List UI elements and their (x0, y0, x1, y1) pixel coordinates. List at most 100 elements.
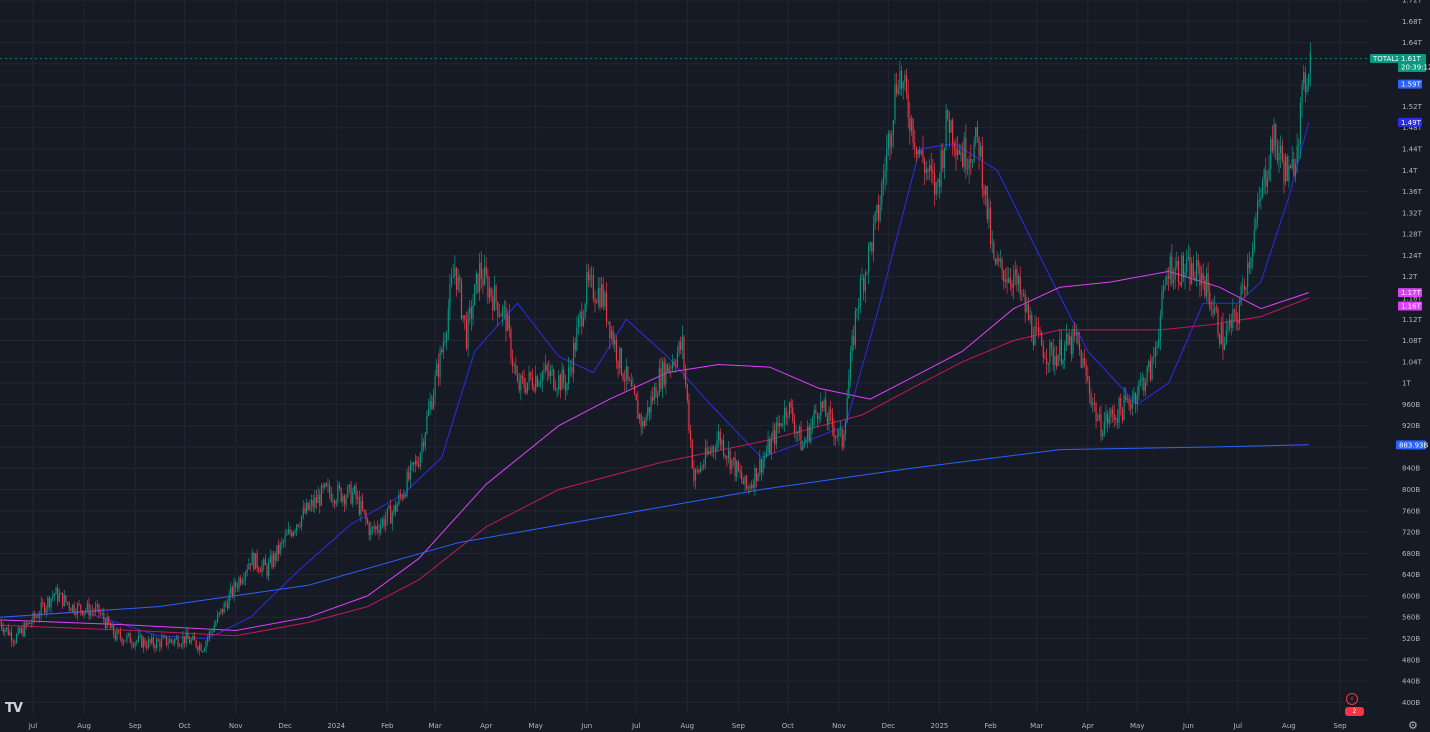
candle-body (75, 612, 77, 615)
candle-body (296, 524, 298, 531)
lightning-icon[interactable]: ⚡ (1346, 693, 1358, 705)
candle-body (282, 541, 285, 543)
candle-body (790, 402, 792, 408)
candle-body (950, 120, 952, 133)
candle-body (643, 420, 646, 426)
candle-body (230, 587, 232, 595)
candle-body (1095, 403, 1097, 421)
candle-body (769, 439, 771, 455)
candle-body (472, 305, 474, 319)
candle-body (558, 375, 560, 390)
candle-body (390, 505, 392, 524)
candle-body (811, 419, 814, 427)
candle-body (103, 612, 105, 620)
candle-body (597, 288, 599, 304)
candle-body (688, 399, 690, 431)
candle-body (1214, 307, 1216, 314)
candle-body (29, 622, 31, 624)
y-tick-label: 1.2T (1402, 273, 1418, 281)
candle-body (475, 273, 477, 285)
candle-body (739, 470, 741, 473)
candle-body (452, 276, 454, 278)
y-tick-label: 920B (1402, 422, 1420, 430)
candle-body (1228, 319, 1231, 326)
events-badge[interactable]: 2 (1345, 707, 1364, 716)
candle-body (792, 407, 794, 422)
candle-body (1283, 160, 1285, 183)
candle-body (510, 328, 512, 359)
candle-body (360, 501, 362, 515)
candle-body (193, 636, 196, 641)
time-axis[interactable]: Jul Aug Sep Oct Nov Dec 2024 Feb Mar Apr May Jun Jul… (28, 722, 1347, 730)
candle-body (202, 651, 204, 653)
candle-body (470, 307, 472, 319)
candle-body (681, 336, 683, 350)
candle-body (807, 426, 809, 440)
candle-body (284, 535, 286, 542)
candle-body (999, 259, 1002, 262)
candle-body (1039, 332, 1041, 334)
candle-body (225, 603, 227, 604)
candle-body (1130, 404, 1132, 409)
candle-body (449, 284, 451, 310)
y-tick-label: 600B (1402, 592, 1420, 600)
candle-body (701, 467, 703, 468)
candle-body (772, 430, 774, 439)
candle-body (724, 455, 726, 457)
candle-body (1111, 409, 1114, 414)
candle-body (612, 330, 614, 345)
candle-body (1177, 260, 1180, 283)
secondary-price-tag: 1.59T (1401, 81, 1422, 89)
candle-body (297, 524, 299, 527)
candle-body (216, 614, 219, 622)
magenta-ma-tag: 1.17T (1401, 289, 1422, 297)
y-tick-label: 840B (1402, 465, 1420, 473)
candle-body (25, 622, 27, 626)
candle-body (924, 161, 926, 174)
candle-body (528, 372, 530, 383)
price-axis[interactable]: 400B 440B 480B 520B 560B 600B 640B 680B 720B 760B… (1402, 0, 1423, 707)
candle-body (685, 368, 687, 385)
candle-body (81, 610, 83, 615)
candle-body (1256, 202, 1259, 220)
candle-body (1090, 393, 1092, 405)
candle-body (1255, 219, 1257, 230)
candle-body (877, 204, 880, 221)
candle-body (1278, 152, 1280, 161)
candle-body (179, 646, 181, 647)
gear-icon[interactable]: ⚙ (1408, 719, 1418, 732)
candle-body (502, 307, 504, 317)
candle-body (416, 460, 418, 465)
candle-body (327, 485, 329, 486)
candle-body (556, 389, 558, 391)
candle-body (32, 613, 34, 623)
candle-body (640, 414, 642, 427)
candle-body (1176, 260, 1178, 267)
candle-body (996, 258, 998, 264)
y-tick-label: 480B (1402, 656, 1420, 664)
candle-body (775, 422, 777, 445)
candle-body (167, 643, 169, 645)
y-tick-label: 1.44T (1402, 145, 1423, 153)
candle-body (347, 486, 349, 498)
candle-body (114, 635, 116, 640)
candle-body (1247, 262, 1249, 287)
candle-body (978, 136, 980, 157)
candle-body (793, 421, 796, 433)
candle-body (65, 595, 67, 602)
candle-body (45, 607, 47, 613)
tradingview-logo[interactable]: TV (5, 701, 23, 716)
candle-body (592, 275, 594, 300)
candle-body (27, 622, 29, 626)
candle-body (803, 442, 805, 447)
candle-body (373, 526, 375, 529)
candle-body (1275, 124, 1277, 146)
candle-body (348, 484, 350, 487)
blue-ma-tag: 1.49T (1401, 119, 1422, 127)
candle-body (268, 562, 270, 576)
candle-body (887, 133, 889, 149)
candle-body (235, 581, 237, 588)
candle-body (99, 612, 102, 614)
candle-body (1047, 362, 1049, 365)
